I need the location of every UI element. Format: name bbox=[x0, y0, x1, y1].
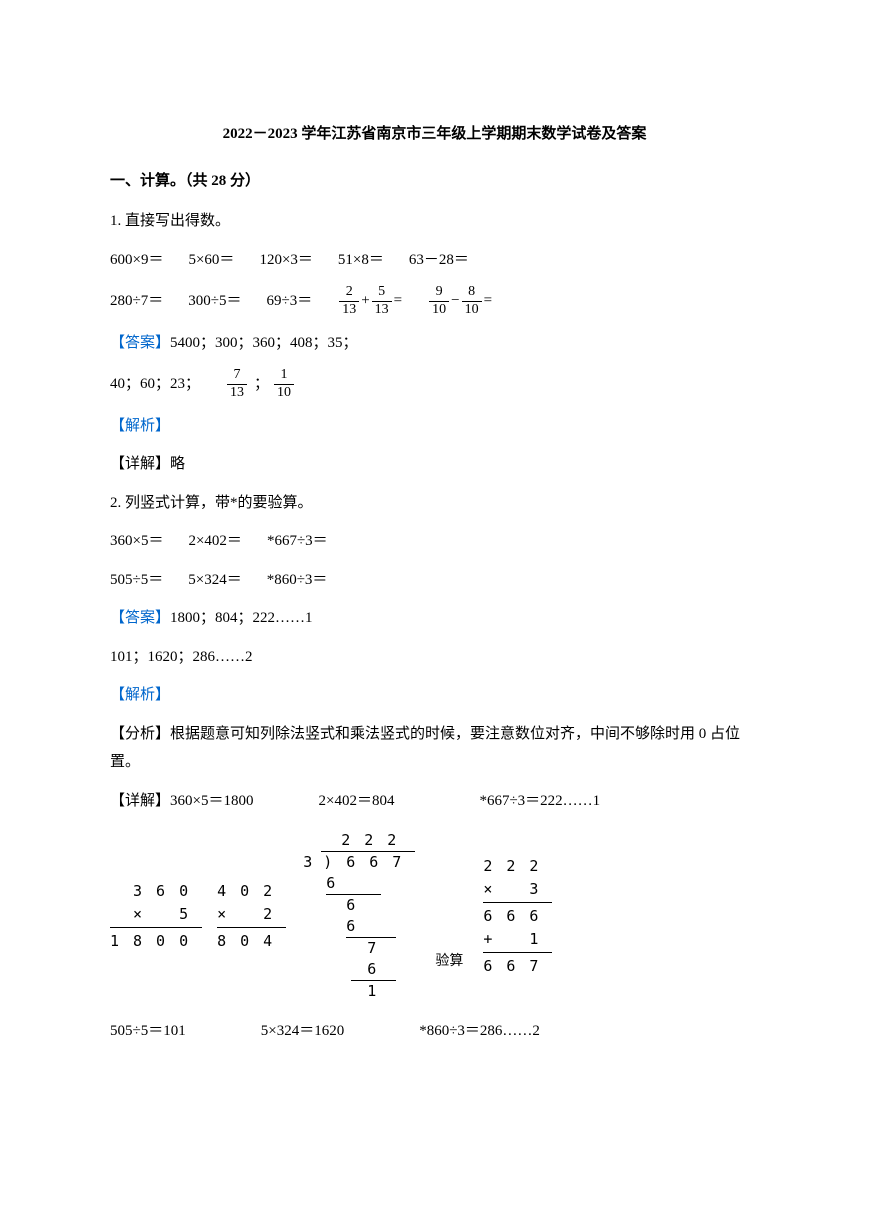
expr: 505÷5＝101 bbox=[110, 1017, 186, 1046]
expr: *860÷3＝ bbox=[267, 566, 328, 595]
q1-row2: 280÷7＝ 300÷5＝ 69÷3＝ 213+513= 910−810= bbox=[110, 284, 759, 319]
expr: *667÷3＝ bbox=[267, 527, 328, 556]
expr: 5×324＝1620 bbox=[261, 1017, 344, 1046]
detail-prefix: 【详解】 bbox=[110, 787, 170, 816]
expr: 5×324＝ bbox=[188, 566, 241, 595]
expr: *667÷3＝222……1 bbox=[479, 787, 600, 816]
q1-row1: 600×9＝ 5×60＝ 120×3＝ 51×8＝ 63－28＝ bbox=[110, 246, 759, 275]
q2-row1: 360×5＝ 2×402＝ *667÷3＝ bbox=[110, 527, 759, 556]
expr: 63－28＝ bbox=[409, 246, 469, 275]
vcalc-2: 402 × 2 804 bbox=[217, 880, 286, 953]
q2-answer: 【答案】1800；804；222……1 bbox=[110, 604, 759, 633]
vcalc-1: 360 × 5 1800 bbox=[110, 880, 202, 953]
expr: *860÷3＝286……2 bbox=[419, 1017, 540, 1046]
document-title: 2022－2023 学年江苏省南京市三年级上学期期末数学试卷及答案 bbox=[110, 120, 759, 149]
q1-answer-line2: 40；60；23； 713 ； 110 bbox=[110, 367, 759, 402]
expr: 360×5＝1800 bbox=[170, 787, 253, 816]
ans-frac-2: 110 bbox=[274, 367, 294, 402]
ans-frac-1: 713 bbox=[227, 367, 247, 402]
q2-analysis-label: 【解析】 bbox=[110, 681, 759, 710]
answer-text: 5400；300；360；408；35； bbox=[170, 335, 358, 351]
frac-expr-2: 910−810= bbox=[427, 284, 492, 319]
expr: 300÷5＝ bbox=[188, 287, 241, 319]
answer-text: 1800；804；222……1 bbox=[170, 610, 313, 626]
expr: 2×402＝804 bbox=[318, 787, 394, 816]
expr: 51×8＝ bbox=[338, 246, 384, 275]
expr: 600×9＝ bbox=[110, 246, 163, 275]
expr: 2×402＝ bbox=[188, 527, 241, 556]
expr: 360×5＝ bbox=[110, 527, 163, 556]
q2-prompt: 2. 列竖式计算，带*的要验算。 bbox=[110, 489, 759, 518]
q1-detail: 【详解】略 bbox=[110, 450, 759, 479]
q1-prompt: 1. 直接写出得数。 bbox=[110, 207, 759, 236]
answer-label: 【答案】 bbox=[110, 335, 170, 351]
expr: 280÷7＝ bbox=[110, 287, 163, 319]
answer-label: 【答案】 bbox=[110, 610, 170, 626]
vertical-calculations: 360 × 5 1800 402 × 2 804 222 3 )667 6 6 … bbox=[110, 830, 759, 1002]
verify-label: 验算 bbox=[435, 948, 463, 975]
answer-prefix: 40；60；23； bbox=[110, 370, 200, 399]
q2-row2: 505÷5＝ 5×324＝ *860÷3＝ bbox=[110, 566, 759, 595]
expr: 69÷3＝ bbox=[266, 287, 312, 319]
q2-answer-line2: 101；1620；286……2 bbox=[110, 643, 759, 672]
q1-answer: 【答案】5400；300；360；408；35； bbox=[110, 329, 759, 358]
sep: ； bbox=[254, 370, 269, 399]
section-1-header: 一、计算。（共 28 分） bbox=[110, 167, 759, 196]
expr: 505÷5＝ bbox=[110, 566, 163, 595]
frac-expr-1: 213+513= bbox=[337, 284, 402, 319]
vcalc-verify: 222 × 3 666 + 1 667 bbox=[483, 855, 552, 978]
q2-analysis-text: 【分析】根据题意可知列除法竖式和乘法竖式的时候，要注意数位对齐，中间不够除时用 … bbox=[110, 720, 759, 777]
q2-bottom-row: 505÷5＝101 5×324＝1620 *860÷3＝286……2 bbox=[110, 1017, 759, 1046]
long-division: 222 3 )667 6 6 6 7 6 1 bbox=[301, 830, 415, 1002]
q1-analysis-label: 【解析】 bbox=[110, 412, 759, 441]
q2-detail-row: 【详解】 360×5＝1800 2×402＝804 *667÷3＝222……1 bbox=[110, 787, 759, 816]
expr: 5×60＝ bbox=[188, 246, 234, 275]
expr: 120×3＝ bbox=[259, 246, 312, 275]
